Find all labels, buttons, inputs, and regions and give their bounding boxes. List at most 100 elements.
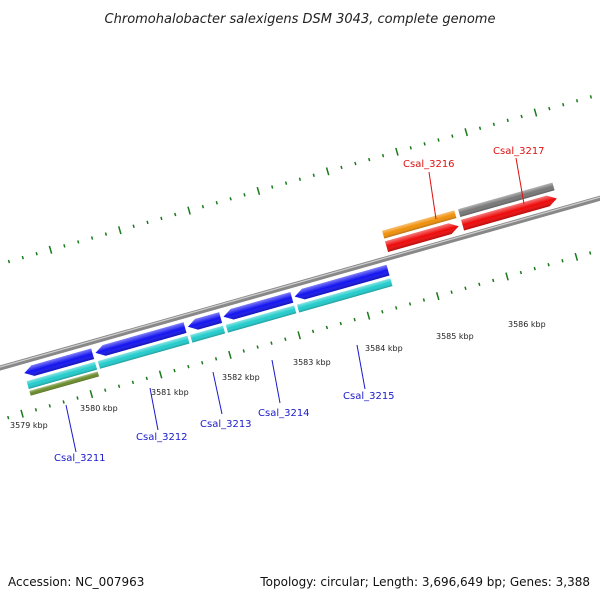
- gene-label-csal-3214[interactable]: Csal_3214: [258, 408, 310, 419]
- upper-tick: [395, 147, 399, 156]
- upper-tick: [160, 216, 163, 221]
- gene-label-csal-3215[interactable]: Csal_3215: [343, 391, 395, 402]
- scale-label-3586: 3586 kbp: [508, 320, 546, 329]
- lower-tick: [20, 409, 24, 418]
- gene-label-csal-3217[interactable]: Csal_3217: [493, 146, 545, 157]
- lower-tick: [270, 341, 273, 345]
- lower-tick: [492, 278, 495, 283]
- gene-bar-csal-3212-shade: [97, 335, 190, 369]
- lower-tick: [325, 325, 329, 330]
- upper-tick: [492, 122, 496, 127]
- upper-tick: [243, 193, 246, 197]
- gene-label-csal-3212[interactable]: Csal_3212: [136, 432, 188, 443]
- upper-tick: [312, 173, 315, 178]
- gene-label-csal-3216[interactable]: Csal_3216: [403, 159, 455, 170]
- lower-tick: [34, 408, 38, 412]
- gene-bar-csal-3213-shade: [190, 325, 226, 343]
- gene-bar-csal-3217-shade: [458, 182, 555, 217]
- lower-tick: [422, 298, 426, 302]
- upper-tick: [21, 255, 24, 260]
- lower-tick: [533, 266, 536, 271]
- lower-tick: [158, 370, 163, 379]
- upper-tick-row: [7, 95, 593, 264]
- upper-tick: [437, 138, 440, 142]
- lower-tick: [228, 350, 232, 359]
- lower-tick: [353, 317, 356, 322]
- upper-tick: [562, 102, 565, 107]
- gene-bar-csal-3211-shade: [26, 361, 98, 389]
- cds-csal-3213-shade: [187, 312, 223, 330]
- upper-tick: [284, 181, 288, 185]
- genome-summary-text: Topology: circular; Length: 3,696,649 bp…: [259, 575, 590, 589]
- upper-tick: [520, 114, 523, 119]
- gene-label-leader: [356, 344, 366, 390]
- upper-tick: [201, 204, 205, 209]
- gene-bar-csal-3215-shade: [296, 278, 393, 313]
- lower-tick: [297, 331, 302, 340]
- upper-tick: [464, 128, 469, 137]
- upper-tick: [423, 142, 426, 146]
- lower-tick: [589, 251, 592, 255]
- lower-tick: [408, 302, 412, 306]
- upper-tick: [104, 232, 108, 236]
- upper-tick: [187, 206, 191, 215]
- lower-tick: [145, 376, 148, 381]
- upper-tick: [325, 167, 330, 176]
- lower-tick: [519, 270, 523, 275]
- gene-label-csal-3213[interactable]: Csal_3213: [200, 419, 252, 430]
- genome-backbone-highlight: [0, 192, 600, 371]
- upper-tick: [117, 226, 122, 235]
- upper-tick: [354, 161, 357, 166]
- scale-label-3583: 3583 kbp: [293, 358, 331, 367]
- gene-label-leader: [428, 171, 437, 220]
- upper-tick: [340, 165, 343, 170]
- lower-tick: [242, 349, 245, 353]
- cds-csal-3212-shade: [95, 322, 187, 356]
- gene-label-csal-3211[interactable]: Csal_3211: [54, 453, 106, 464]
- lower-tick: [104, 388, 107, 392]
- cds-csal-3215-shade: [294, 264, 390, 300]
- lower-tick: [214, 357, 218, 361]
- upper-tick: [229, 197, 232, 201]
- lower-tick: [574, 252, 579, 261]
- scale-label-3579: 3579 kbp: [10, 421, 48, 430]
- lower-tick: [547, 262, 550, 267]
- lower-tick: [284, 337, 287, 341]
- lower-tick: [311, 329, 315, 334]
- lower-tick: [366, 311, 371, 320]
- lower-tick: [561, 259, 564, 263]
- scale-label-3584: 3584 kbp: [365, 344, 403, 353]
- lower-tick: [89, 390, 94, 399]
- lower-tick: [339, 321, 342, 326]
- accession-text: Accession: NC_007963: [8, 575, 144, 589]
- cds-csal-3211-shade: [24, 348, 95, 376]
- feature-group: [24, 182, 557, 396]
- gene-label-leader: [515, 157, 525, 205]
- lower-tick: [381, 310, 384, 314]
- lower-tick: [435, 292, 440, 301]
- upper-tick: [77, 240, 80, 244]
- lower-tick: [173, 368, 176, 373]
- upper-tick: [215, 200, 218, 205]
- upper-tick: [271, 185, 274, 189]
- lower-tick: [505, 272, 509, 281]
- upper-tick: [298, 177, 302, 181]
- upper-tick: [548, 106, 551, 111]
- genome-track: [0, 95, 600, 420]
- lower-tick: [256, 345, 259, 349]
- lower-tick: [48, 404, 51, 408]
- lower-tick: [478, 282, 481, 287]
- lower-tick: [464, 286, 467, 290]
- genome-title: Chromohalobacter salexigens DSM 3043, co…: [105, 12, 496, 27]
- gene-label-leader: [65, 404, 77, 453]
- upper-tick: [533, 108, 538, 117]
- scale-label-3585: 3585 kbp: [436, 332, 474, 341]
- upper-tick: [381, 153, 385, 158]
- lower-tick: [7, 415, 10, 420]
- upper-tick: [409, 146, 412, 150]
- gene-label-leader: [149, 387, 159, 431]
- lower-tick: [201, 361, 204, 365]
- lower-tick: [117, 384, 121, 389]
- gene-label-leader: [271, 359, 281, 404]
